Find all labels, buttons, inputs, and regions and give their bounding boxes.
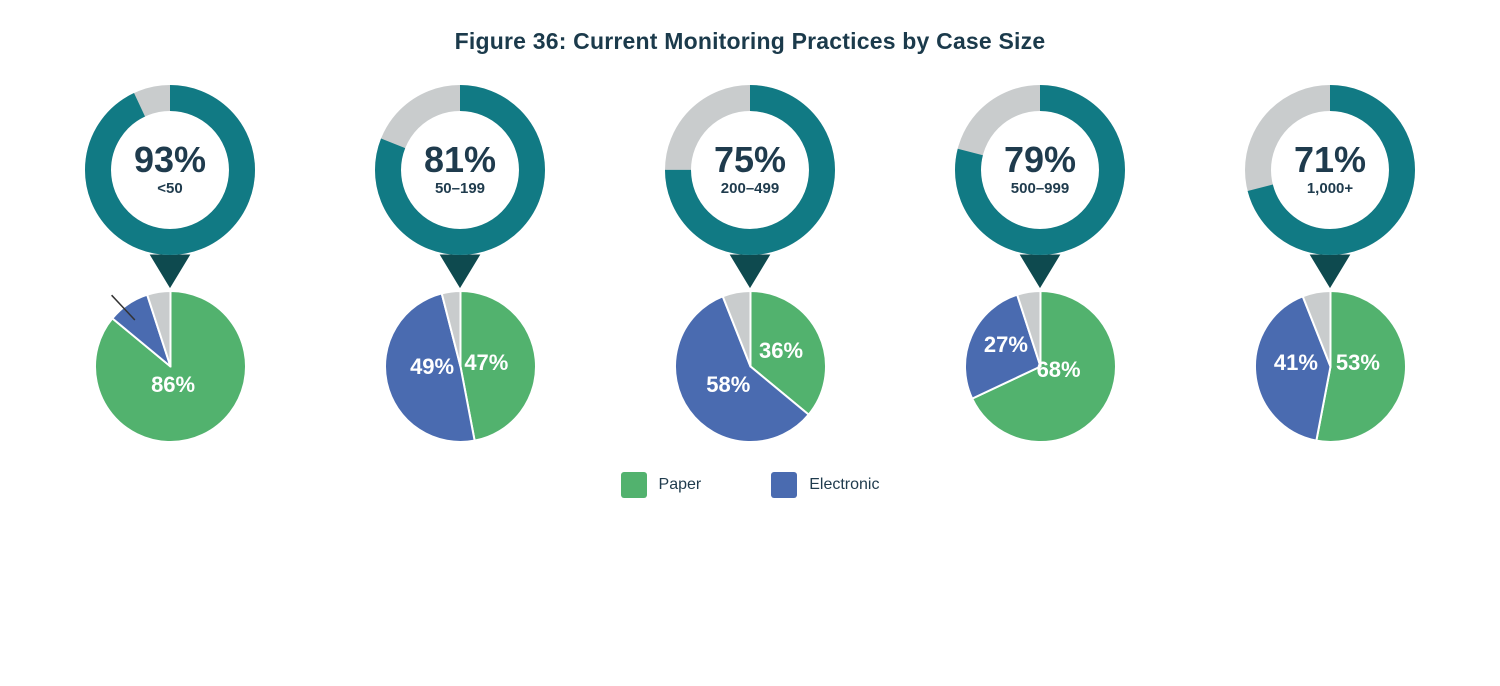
donut-chart: 75%200–499: [665, 85, 835, 255]
legend-label: Paper: [659, 476, 702, 494]
legend: Paper Electronic: [0, 472, 1500, 498]
donut-chart: 81%50–199: [375, 85, 545, 255]
legend-item: Paper: [621, 472, 702, 498]
pie-chart: 53% 41%: [1253, 289, 1408, 444]
panel-50-199: 81%50–199 47% 49%: [360, 85, 560, 444]
pie-chart: 36% 58%: [673, 289, 828, 444]
pie-chart: 86%: [93, 289, 248, 444]
panels-row: 93%<50 86% 81%50–199 47% 49% 75%200–499 3…: [0, 85, 1500, 444]
donut-chart: 71%1,000+: [1245, 85, 1415, 255]
chart-title: Figure 36: Current Monitoring Practices …: [0, 0, 1500, 55]
pie-slice-label: 47%: [464, 352, 508, 374]
panel-200-499: 75%200–499 36% 58%: [650, 85, 850, 444]
legend-swatch: [621, 472, 647, 498]
panel-lt50: 93%<50 86%: [70, 85, 270, 444]
pie-slice-label: 68%: [1037, 359, 1081, 381]
donut-chart: 93%<50: [85, 85, 255, 255]
pie-slice-label: 58%: [706, 374, 750, 396]
pie-chart: 47% 49%: [383, 289, 538, 444]
pie-slice-label: 36%: [759, 340, 803, 362]
legend-item: Electronic: [771, 472, 879, 498]
pie-slice-label: 53%: [1336, 352, 1380, 374]
donut-chart: 79%500–999: [955, 85, 1125, 255]
panel-1000plus: 71%1,000+ 53% 41%: [1230, 85, 1430, 444]
panel-500-999: 79%500–999 68% 27%: [940, 85, 1140, 444]
pie-chart: 68% 27%: [963, 289, 1118, 444]
legend-swatch: [771, 472, 797, 498]
pie-slice-label: 86%: [151, 374, 195, 396]
pie-slice-label: 49%: [410, 356, 454, 378]
legend-label: Electronic: [809, 476, 879, 494]
pie-slice-label: 27%: [984, 334, 1028, 356]
pie-slice-label: 41%: [1274, 352, 1318, 374]
